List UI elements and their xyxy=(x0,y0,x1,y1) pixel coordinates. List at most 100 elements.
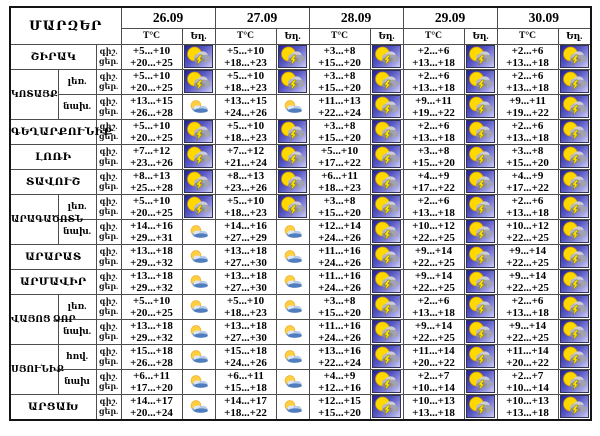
day-temp: +26...+28 xyxy=(130,356,173,369)
weather-icon-cell xyxy=(557,243,592,270)
day-temp: +13...+18 xyxy=(412,406,455,419)
weather-icon-cell xyxy=(463,68,498,95)
night-temp: +3...+8 xyxy=(511,144,544,157)
temp-cell: +11...+16 +24...+26 xyxy=(308,243,371,270)
region-name: ՎԱՅՈՑ ՁՈՐ xyxy=(9,293,76,345)
night-temp: +9...+14 xyxy=(508,269,547,282)
thunderstorm-icon xyxy=(372,95,401,118)
day-temp: +23...+26 xyxy=(130,156,173,169)
night-temp: +9...+14 xyxy=(508,244,547,257)
temp-cell: +14...+16 +29...+31 xyxy=(120,218,183,245)
day-night-labels: գիշ. ցեր. xyxy=(95,393,122,420)
thunderstorm-icon xyxy=(466,320,495,343)
day-temp: +24...+26 xyxy=(224,356,267,369)
day-temp: +17...+22 xyxy=(506,181,549,194)
day-temp: +22...+25 xyxy=(506,256,549,269)
region-name: ՇԻՐԱԿ xyxy=(9,43,97,70)
temp-cell: +11...+13 +22...+24 xyxy=(308,93,371,120)
weather-icon-cell xyxy=(181,193,216,220)
day-temp: +18...+23 xyxy=(224,306,267,319)
partly-cloudy-icon xyxy=(187,349,211,364)
region-row: ՏԱՎՈՒՇ գիշ. ցեր. +8...+13 +25...+28 +8...+13 +… xyxy=(9,168,592,195)
night-temp: +9...+14 xyxy=(414,319,453,332)
temp-cell: +9...+14 +22...+25 xyxy=(402,268,465,295)
temp-cell: +13...+16 +22...+24 xyxy=(308,343,371,370)
day-temp: +13...+18 xyxy=(506,406,549,419)
night-temp: +13...+18 xyxy=(224,244,267,257)
day-night-labels: գիշ. ցեր. xyxy=(95,243,122,270)
weather-icon-cell xyxy=(275,68,310,95)
night-temp: +5...+10 xyxy=(226,69,265,82)
forecast-body: ՇԻՐԱԿ գիշ. ցեր. +5...+10 +20...+25 +5...+10 +1… xyxy=(9,43,592,420)
day-label: ցեր. xyxy=(98,131,119,141)
temp-cell: +13...+18 +29...+32 xyxy=(120,243,183,270)
weather-icon-cell xyxy=(557,43,592,70)
region-row: ԱՐԱՐԱՏ գիշ. ցեր. +13...+18 +29...+32 +13...+1… xyxy=(9,243,592,270)
weather-icon-cell xyxy=(369,218,404,245)
night-temp: +5...+10 xyxy=(132,194,171,207)
day-temp: +20...+25 xyxy=(130,206,173,219)
thunderstorm-icon xyxy=(278,170,307,193)
temp-cell: +2...+6 +13...+18 xyxy=(496,193,559,220)
day-temp: +10...+14 xyxy=(412,381,455,394)
night-temp: +9...+14 xyxy=(414,244,453,257)
zone-label: նախ. xyxy=(57,218,97,245)
day-temp: +15...+20 xyxy=(318,406,361,419)
weather-icon-cell xyxy=(275,168,310,195)
zone-label: լեռ. xyxy=(57,193,97,220)
temp-cell: +11...+16 +24...+26 xyxy=(308,268,371,295)
night-temp: +7...+12 xyxy=(132,144,171,157)
temp-cell: +5...+10 +17...+22 xyxy=(308,143,371,170)
day-temp: +23...+26 xyxy=(224,181,267,194)
weather-icon-cell xyxy=(557,93,592,120)
night-temp: +11...+16 xyxy=(318,319,361,332)
day-temp: +22...+25 xyxy=(412,331,455,344)
thunderstorm-icon xyxy=(372,70,401,93)
weather-icon-cell xyxy=(369,293,404,320)
temp-cell: +3...+8 +15...+20 xyxy=(308,293,371,320)
weather-icon-cell xyxy=(369,168,404,195)
thunderstorm-icon xyxy=(184,120,213,143)
thunderstorm-icon xyxy=(372,345,401,368)
night-label: գիշ. xyxy=(99,171,118,181)
day-night-labels: գիշ. ցեր. xyxy=(95,193,122,220)
weather-icon-cell xyxy=(275,143,310,170)
weather-icon-cell xyxy=(275,43,310,70)
night-temp: +12...+14 xyxy=(318,219,361,232)
thunderstorm-icon xyxy=(278,70,307,93)
date-header: 27.09 xyxy=(214,6,310,29)
night-temp: +13...+16 xyxy=(318,344,361,357)
day-night-labels: գիշ. ցեր. xyxy=(95,218,122,245)
thunderstorm-icon xyxy=(466,245,495,268)
weather-icon-cell xyxy=(275,268,310,295)
day-night-labels: գիշ. ցեր. xyxy=(95,368,122,395)
night-temp: +11...+16 xyxy=(318,244,361,257)
thunderstorm-icon xyxy=(184,70,213,93)
thunderstorm-icon xyxy=(559,95,589,118)
temp-cell: +10...+12 +22...+25 xyxy=(402,218,465,245)
night-temp: +4...+9 xyxy=(323,369,356,382)
thunderstorm-icon xyxy=(184,145,213,168)
weather-icon-cell xyxy=(557,68,592,95)
region-row: ԼՈՌԻ գիշ. ցեր. +7...+12 +23...+26 +7...+12 +21… xyxy=(9,143,592,170)
thunderstorm-icon xyxy=(559,70,589,93)
thunderstorm-icon xyxy=(559,320,589,343)
day-temp: +27...+30 xyxy=(224,281,267,294)
day-label: ցեր. xyxy=(98,381,119,391)
thunderstorm-icon xyxy=(466,95,495,118)
weather-icon-cell xyxy=(181,218,216,245)
night-temp: +2...+6 xyxy=(417,294,450,307)
thunderstorm-icon xyxy=(559,395,589,418)
temp-cell: +6...+11 +17...+20 xyxy=(120,368,183,395)
weather-icon-cell xyxy=(181,168,216,195)
temp-cell: +13...+18 +29...+32 xyxy=(120,318,183,345)
temp-cell: +5...+10 +18...+23 xyxy=(214,193,277,220)
thunderstorm-icon xyxy=(559,120,589,143)
temp-cell: +2...+6 +13...+18 xyxy=(496,43,559,70)
night-temp: +6...+11 xyxy=(227,369,264,382)
weather-icon-cell xyxy=(463,318,498,345)
night-temp: +13...+18 xyxy=(130,319,173,332)
region-name: ԳԵՂԱՐՔՈՒՆԻՔ xyxy=(9,118,112,145)
weather-col-header: Եղ. xyxy=(275,27,310,45)
region-row: նախ. գիշ. ցեր. +13...+15 +26...+28 +13...+15 +… xyxy=(10,93,592,120)
